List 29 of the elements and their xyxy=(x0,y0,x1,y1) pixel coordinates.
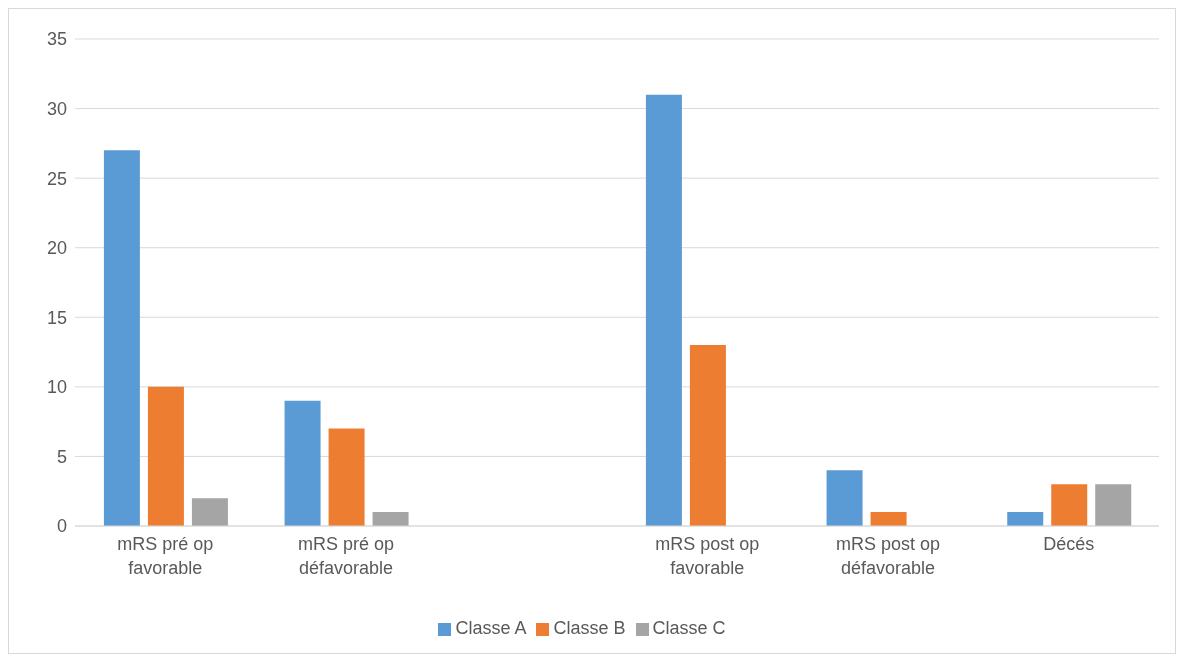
y-tick-label: 0 xyxy=(56,516,67,537)
y-tick-label: 35 xyxy=(46,29,67,50)
x-tick-label: Décés xyxy=(1043,534,1095,554)
legend-label: Classe A xyxy=(455,618,527,638)
y-tick-label: 25 xyxy=(46,168,67,189)
legend-label: Classe C xyxy=(652,618,726,638)
x-tick-label: mRS pré op favorable xyxy=(117,534,214,578)
bar xyxy=(284,400,321,526)
bar xyxy=(870,512,907,526)
legend-label: Classe B xyxy=(553,618,626,638)
bar xyxy=(191,498,228,526)
x-tick-label: mRS post op favorable xyxy=(655,534,760,578)
x-tick-label: mRS pré op défavorable xyxy=(297,534,395,578)
bar xyxy=(328,428,365,526)
y-tick-label: 5 xyxy=(56,446,67,467)
y-tick-label: 15 xyxy=(46,307,67,328)
bar xyxy=(1095,484,1132,526)
bar xyxy=(1007,512,1044,526)
bar xyxy=(689,345,726,526)
bar xyxy=(826,470,863,526)
bar xyxy=(1051,484,1088,526)
bar xyxy=(147,386,184,526)
y-tick-label: 10 xyxy=(46,377,67,398)
x-tick-label: mRS post op défavorable xyxy=(835,534,941,578)
bar xyxy=(645,94,682,526)
y-tick-label: 20 xyxy=(46,238,67,259)
y-tick-label: 30 xyxy=(46,98,67,119)
bar xyxy=(103,150,140,526)
bar xyxy=(372,512,409,526)
